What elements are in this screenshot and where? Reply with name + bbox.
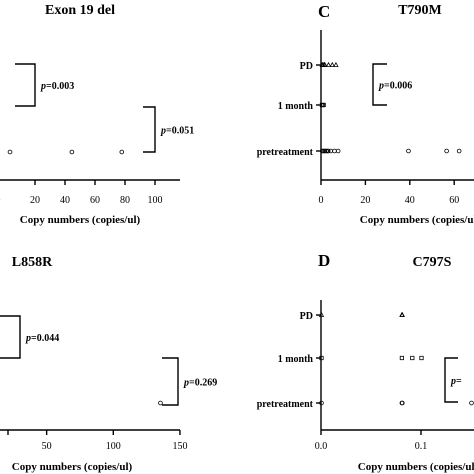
- data-point-triangle: [329, 61, 335, 67]
- panel-title: T790M: [398, 3, 442, 18]
- significance-bracket: [0, 315, 21, 359]
- panel-title: L858R: [12, 255, 53, 270]
- x-tick-label: 0.1: [415, 441, 428, 452]
- data-point-circle: [322, 148, 328, 154]
- p-value-label: p=0.269: [183, 378, 217, 389]
- data-point-circle: [469, 400, 474, 406]
- x-axis-label: Copy numbers (copies/ul): [360, 214, 474, 226]
- data-point-circle: [332, 148, 337, 154]
- data-point-square: [419, 355, 424, 361]
- category-label: pretreatment: [257, 147, 314, 158]
- x-tick-label: 0: [0, 195, 1, 206]
- x-axis-label: Copy numbers (copies/ul): [20, 214, 141, 226]
- data-point-circle: [319, 400, 324, 406]
- data-point-circle: [456, 148, 462, 154]
- category-label: PD: [300, 61, 313, 72]
- data-point-circle: [324, 148, 329, 154]
- category-label: 1 month: [278, 101, 314, 112]
- significance-bracket: [15, 63, 36, 107]
- panel-letter: D: [318, 251, 330, 270]
- data-point-square: [319, 355, 324, 361]
- x-tick-label: 100: [106, 441, 121, 452]
- data-point-square: [410, 355, 415, 361]
- data-point-circle: [158, 400, 163, 406]
- data-point-circle: [119, 149, 125, 155]
- x-tick-label: 40: [405, 195, 415, 206]
- p-value-label: p=0.044: [25, 333, 59, 344]
- data-point-circle: [444, 148, 449, 154]
- data-point-circle: [325, 148, 331, 154]
- significance-bracket: [162, 357, 179, 406]
- x-tick-label: 60: [449, 195, 459, 206]
- data-point-circle: [69, 149, 75, 155]
- data-point-circle: [399, 400, 405, 406]
- p-value-label: p=0.006: [378, 81, 412, 92]
- p-value-label: p=0.003: [40, 81, 74, 92]
- data-point-circle: [7, 149, 13, 155]
- data-point-triangle: [399, 311, 405, 317]
- x-axis-label: Copy numbers (copies/ul): [358, 461, 474, 473]
- data-point-triangle: [333, 61, 339, 67]
- panel-letter: C: [318, 2, 330, 21]
- p-value-label: p=: [450, 376, 462, 387]
- category-label: pretreatment: [257, 399, 314, 410]
- x-tick-label: 80: [120, 195, 130, 206]
- data-point-square: [399, 355, 405, 361]
- x-tick-label: 60: [90, 195, 100, 206]
- category-label: PD: [300, 311, 313, 322]
- data-point-square: [321, 102, 326, 108]
- x-tick-label: 0: [319, 195, 324, 206]
- significance-bracket: [372, 63, 387, 106]
- panel-title: Exon 19 del: [45, 3, 115, 18]
- x-tick-label: 100: [148, 195, 163, 206]
- data-point-triangle: [322, 61, 328, 67]
- x-tick-label: 20: [360, 195, 370, 206]
- panel-title: C797S: [413, 255, 452, 270]
- x-tick-label: 150: [172, 441, 187, 452]
- category-label: 1 month: [278, 354, 314, 365]
- data-point-circle: [406, 148, 411, 154]
- p-value-label: p=0.051: [160, 126, 194, 137]
- x-tick-label: 50: [42, 441, 52, 452]
- significance-bracket: [444, 357, 458, 403]
- data-point-triangle: [325, 61, 332, 67]
- x-tick-label: 0.0: [315, 441, 328, 452]
- data-point-circle: [335, 148, 341, 154]
- x-tick-label: 20: [30, 195, 40, 206]
- x-axis-label: Copy numbers (copies/ul): [12, 461, 133, 473]
- x-tick-label: 40: [60, 195, 70, 206]
- data-point-triangle: [318, 311, 325, 317]
- significance-bracket: [143, 106, 156, 153]
